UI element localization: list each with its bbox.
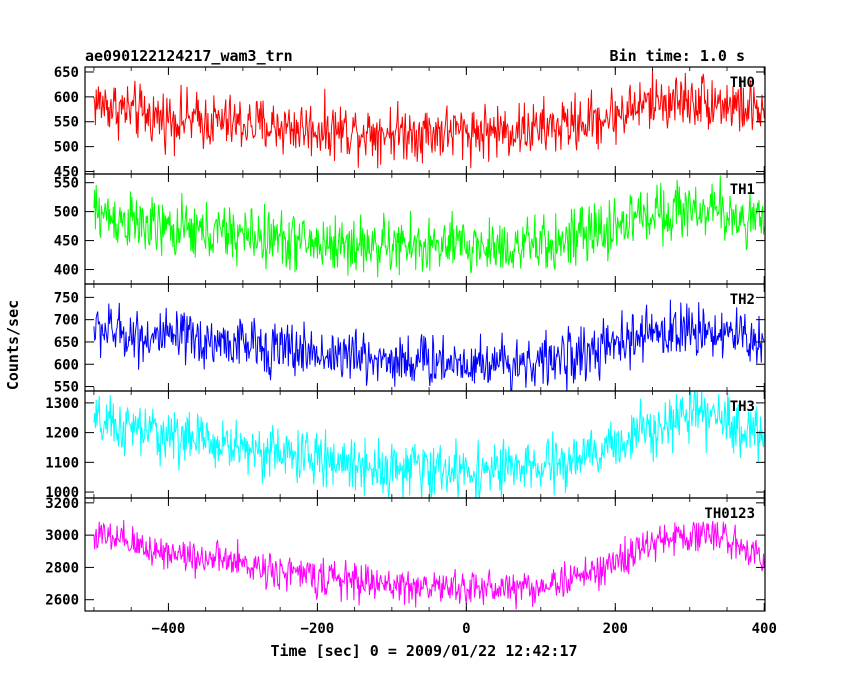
panel-label-th2: TH2 xyxy=(730,292,755,308)
series-line-th2 xyxy=(93,299,765,391)
panel-label-th3: TH3 xyxy=(730,399,755,415)
panel-label-th1: TH1 xyxy=(730,182,755,198)
panel-frame xyxy=(84,390,766,499)
series-line-th0123 xyxy=(93,519,765,610)
y-tick-label: 1000 xyxy=(45,485,79,501)
panel-th1: 400 450 500 550 TH1 xyxy=(54,173,766,285)
y-tick-label: 3000 xyxy=(45,528,79,544)
panel-frame xyxy=(84,497,766,612)
panel-th3: 1000 1100 1200 1300 TH3 xyxy=(45,390,766,501)
series-line-th3 xyxy=(93,391,765,498)
y-axis-title: Counts/sec xyxy=(4,300,22,390)
y-tick-label: 500 xyxy=(54,140,79,156)
x-tick-label: −400 xyxy=(152,621,186,637)
y-tick-label: 650 xyxy=(54,335,79,351)
y-tick-label: 2800 xyxy=(45,560,79,576)
y-tick-label: 450 xyxy=(54,165,79,181)
y-tick-label: 1300 xyxy=(45,396,79,412)
y-tick-label: 550 xyxy=(54,176,79,192)
y-tick-label: 600 xyxy=(54,357,79,373)
y-tick-label: 650 xyxy=(54,65,79,81)
x-tick-label: 0 xyxy=(462,621,470,637)
panels: 450 500 550 600 650 TH0 400 450 500 550 TH1 550 600 6… xyxy=(45,65,766,612)
y-tick-label: 700 xyxy=(54,313,79,329)
panel-label-th0: TH0 xyxy=(730,75,755,91)
y-tick-label: 550 xyxy=(54,380,79,396)
x-tick-label: 200 xyxy=(603,621,628,637)
y-tick-label: 750 xyxy=(54,290,79,306)
plot-header-title: ae090122124217_wam3_trn xyxy=(85,47,293,65)
bin-time-label: Bin time: 1.0 s xyxy=(610,47,745,65)
x-tick-label: −200 xyxy=(301,621,335,637)
y-tick-label: 400 xyxy=(54,263,79,279)
y-tick-label: 600 xyxy=(54,90,79,106)
x-tick-label: 400 xyxy=(752,621,777,637)
y-tick-label: 500 xyxy=(54,205,79,221)
series-line-th0 xyxy=(93,68,765,169)
panel-th0: 450 500 550 600 650 TH0 xyxy=(54,65,766,181)
panel-th0123: 2600 2800 3000 3200 TH0123 xyxy=(45,496,766,612)
y-tick-label: 550 xyxy=(54,115,79,131)
y-tick-label: 2600 xyxy=(45,593,79,609)
panel-label-th0123: TH0123 xyxy=(704,506,755,522)
series-line-th1 xyxy=(93,175,765,278)
y-tick-label: 3200 xyxy=(45,496,79,512)
y-tick-label: 1100 xyxy=(45,455,79,471)
panel-th2: 550 600 650 700 750 TH2 xyxy=(54,283,766,396)
x-axis-title: Time [sec] 0 = 2009/01/22 12:42:17 xyxy=(270,642,577,660)
y-tick-label: 450 xyxy=(54,234,79,250)
y-tick-label: 1200 xyxy=(45,426,79,442)
x-axis: −400 −200 0 200 400 xyxy=(152,621,777,637)
